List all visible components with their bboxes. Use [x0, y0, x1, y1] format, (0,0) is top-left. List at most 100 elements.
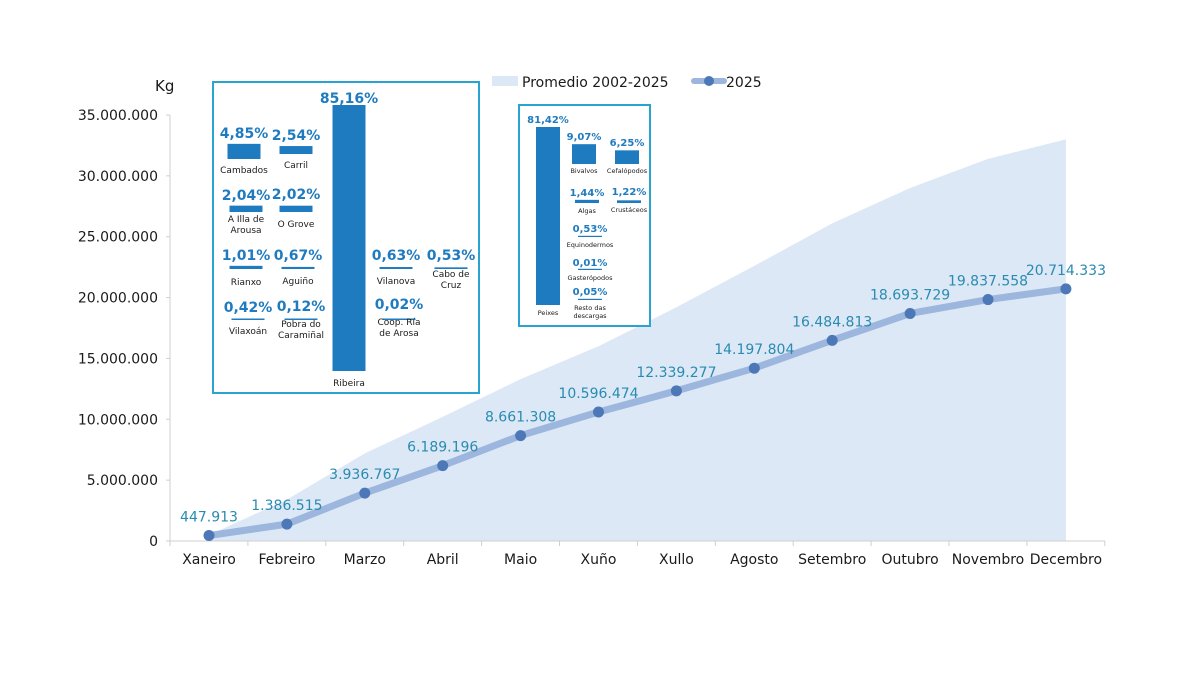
- inset-ports-value: 85,16%: [320, 91, 378, 107]
- data-label: 18.693.729: [870, 287, 950, 303]
- inset-ports-label: O Grove: [278, 220, 315, 230]
- inset-ports-label: Pobra do Caramiñal: [278, 320, 324, 341]
- data-label: 14.197.804: [714, 342, 794, 358]
- data-label: 6.189.196: [407, 440, 478, 456]
- y-tick-label: 20.000.000: [78, 291, 158, 307]
- series-2025-line: [205, 285, 1070, 540]
- data-label: 19.837.558: [948, 274, 1028, 290]
- inset-ports-value: 0,02%: [375, 297, 424, 313]
- x-tick-label: Xullo: [659, 552, 694, 568]
- series-2025-point: [982, 294, 994, 306]
- inset-species-bar: [578, 268, 602, 270]
- inset-ports-bar: [332, 105, 366, 371]
- inset-ports-bar: [281, 266, 315, 269]
- inset-ports-bar: [229, 205, 263, 212]
- series-2025-point: [748, 362, 760, 374]
- y-tick-label: 30.000.000: [78, 169, 158, 185]
- inset-ports-label: Rianxo: [231, 278, 262, 288]
- y-tick-label: 0: [149, 534, 158, 550]
- inset-ports-bar: [382, 318, 416, 320]
- series-2025-point: [203, 530, 215, 542]
- inset-species-bar: [575, 199, 599, 203]
- inset-species-value: 0,01%: [573, 258, 608, 269]
- inset-ports-label: Coop. Ría de Arosa: [377, 318, 420, 339]
- inset-species-label: Equinodermos: [567, 241, 614, 249]
- inset-ports-bar: [231, 318, 265, 320]
- x-tick-label: Maio: [504, 552, 537, 568]
- data-label: 1.386.515: [251, 498, 322, 514]
- average-area: [209, 139, 1066, 542]
- inset-ports-value: 2,04%: [222, 188, 271, 204]
- inset-ports-value: 0,42%: [224, 300, 273, 316]
- series-2025-point: [437, 460, 449, 472]
- inset-species-value: 9,07%: [567, 132, 602, 143]
- y-tick-label: 10.000.000: [78, 412, 158, 428]
- series-2025-point: [281, 518, 293, 530]
- inset-ports-bar: [379, 267, 413, 269]
- inset-species-value: 1,22%: [612, 187, 647, 198]
- inset-species-bar: [572, 144, 596, 164]
- x-tick-label: Febreiro: [259, 552, 316, 568]
- inset-ports-label: Cambados: [220, 166, 268, 176]
- inset-species-bar: [536, 127, 560, 305]
- x-tick-label: Setembro: [798, 552, 866, 568]
- data-label: 20.714.333: [1026, 263, 1106, 279]
- inset-species-bar: [617, 200, 641, 203]
- inset-ports-value: 0,67%: [274, 248, 323, 264]
- inset-species-label: Algas: [578, 207, 596, 215]
- inset-ports-bar: [279, 146, 313, 154]
- inset-ports-label: Ribeira: [333, 379, 365, 389]
- y-tick-label: 35.000.000: [78, 108, 158, 124]
- inset-species-value: 6,25%: [610, 138, 645, 149]
- inset-species-value: 0,05%: [573, 287, 608, 298]
- series-2025-point: [515, 430, 527, 442]
- inset-species-label: Gasterópodos: [567, 274, 613, 282]
- series-2025-point: [1060, 283, 1072, 295]
- data-label: 16.484.813: [792, 314, 872, 330]
- y-tick-label: 25.000.000: [78, 230, 158, 246]
- inset-ports-value: 2,54%: [272, 128, 321, 144]
- series-2025-point: [593, 406, 604, 418]
- x-tick-label: Xaneiro: [182, 552, 236, 568]
- legend-marker-2025: [704, 76, 714, 86]
- x-tick-label: Agosto: [730, 552, 778, 568]
- y-tick-label: 15.000.000: [78, 351, 158, 367]
- inset-species-value: 1,44%: [570, 188, 605, 199]
- inset-ports-bar: [227, 143, 261, 159]
- inset-species-label: Peixes: [538, 309, 559, 317]
- data-label: 447.913: [180, 510, 238, 526]
- inset-ports-label: Vilaxoán: [229, 327, 267, 337]
- inset-species-bar: [615, 150, 639, 164]
- y-tick-label: 5.000.000: [87, 473, 158, 489]
- x-tick-label: Decembro: [1030, 552, 1102, 568]
- x-tick-label: Outubro: [882, 552, 939, 568]
- legend-swatch-area: [492, 76, 518, 86]
- inset-ports-bar: [434, 267, 468, 269]
- x-tick-label: Abril: [427, 552, 459, 568]
- inset-species-label: Bivalvos: [570, 167, 598, 175]
- legend-label: Promedio 2002-2025: [522, 75, 669, 91]
- inset-species-label: Crustáceos: [611, 206, 648, 214]
- data-label: 8.661.308: [485, 410, 556, 426]
- inset-ports-value: 0,63%: [372, 248, 421, 264]
- inset-ports-label: Vilanova: [377, 277, 416, 287]
- x-tick-label: Xuño: [581, 552, 617, 568]
- inset-ports-label: Cabo de Cruz: [432, 270, 470, 291]
- x-tick-label: Novembro: [952, 552, 1024, 568]
- inset-ports-value: 4,85%: [220, 126, 269, 142]
- data-label: 3.936.767: [329, 467, 400, 483]
- inset-species-label: Cefalópodos: [607, 167, 648, 175]
- series-2025-point: [826, 334, 838, 346]
- inset-species-value: 81,42%: [527, 115, 569, 126]
- inset-ports-value: 2,02%: [272, 187, 321, 203]
- y-unit-label: Kg: [155, 77, 174, 95]
- data-label: 10.596.474: [558, 386, 638, 402]
- inset-ports-label: Aguiño: [282, 277, 314, 287]
- inset-species-bar: [578, 298, 602, 300]
- inset-ports-bar: [229, 265, 263, 269]
- x-tick-label: Marzo: [344, 552, 386, 568]
- series-2025-point: [359, 487, 371, 499]
- inset-ports-bar: [284, 318, 318, 320]
- series-2025-point: [670, 385, 682, 397]
